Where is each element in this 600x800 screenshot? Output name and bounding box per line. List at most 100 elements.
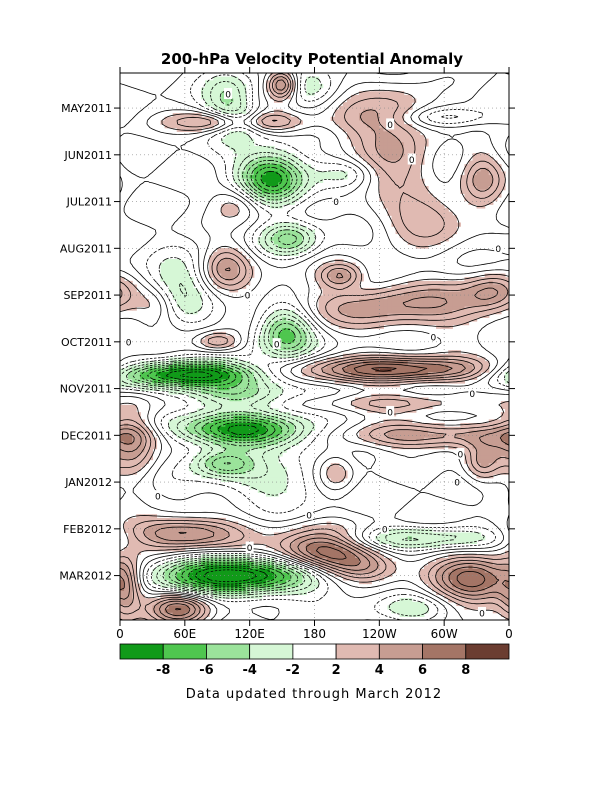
field-cell bbox=[261, 379, 267, 384]
field-cell bbox=[346, 310, 352, 315]
field-cell bbox=[322, 288, 328, 293]
field-cell bbox=[306, 419, 312, 424]
field-cell bbox=[196, 299, 202, 304]
field-cell bbox=[403, 357, 409, 362]
field-cell bbox=[269, 335, 275, 340]
field-cell bbox=[395, 299, 401, 304]
field-cell bbox=[217, 426, 222, 431]
field-cell bbox=[217, 98, 222, 103]
field-cell bbox=[500, 415, 506, 421]
field-cell bbox=[261, 419, 267, 424]
field-cell bbox=[403, 156, 409, 162]
field-cell bbox=[411, 211, 417, 216]
field-cell bbox=[334, 299, 340, 304]
field-cell bbox=[205, 124, 210, 129]
field-cell bbox=[375, 153, 380, 158]
field-cell bbox=[229, 528, 235, 534]
field-cell bbox=[310, 543, 316, 548]
field-cell bbox=[504, 302, 509, 307]
field-cell bbox=[492, 448, 498, 453]
field-cell bbox=[164, 375, 170, 380]
field-cell bbox=[249, 455, 255, 461]
field-cell bbox=[423, 320, 429, 326]
field-cell bbox=[427, 357, 433, 362]
field-cell bbox=[342, 558, 348, 563]
field-cell bbox=[209, 94, 214, 100]
field-cell bbox=[176, 124, 182, 129]
field-cell bbox=[298, 320, 303, 326]
field-cell bbox=[245, 448, 251, 453]
field-cell bbox=[484, 430, 490, 435]
field-cell bbox=[257, 412, 263, 417]
field-cell bbox=[322, 561, 328, 566]
field-cell bbox=[209, 532, 214, 537]
field-cell bbox=[363, 554, 368, 559]
field-cell bbox=[273, 543, 279, 548]
field-cell bbox=[201, 364, 206, 369]
field-cell bbox=[225, 444, 230, 450]
field-cell bbox=[290, 167, 295, 173]
field-cell bbox=[472, 554, 478, 559]
field-cell bbox=[387, 142, 393, 147]
field-cell bbox=[188, 113, 194, 118]
field-cell bbox=[282, 178, 287, 183]
field-cell bbox=[350, 561, 356, 566]
field-cell bbox=[282, 441, 287, 446]
field-cell bbox=[326, 368, 332, 373]
field-cell bbox=[338, 558, 344, 563]
field-cell bbox=[201, 361, 206, 366]
field-cell bbox=[314, 175, 320, 180]
field-cell bbox=[120, 291, 125, 297]
field-cell bbox=[411, 145, 417, 151]
field-cell bbox=[436, 320, 441, 326]
field-cell bbox=[201, 94, 206, 100]
field-cell bbox=[253, 430, 259, 435]
field-cell bbox=[452, 430, 457, 435]
field-cell bbox=[294, 171, 299, 176]
field-cell bbox=[427, 401, 433, 406]
field-cell bbox=[290, 244, 295, 249]
field-cell bbox=[338, 528, 344, 534]
field-cell bbox=[237, 167, 243, 173]
field-cell bbox=[172, 390, 178, 395]
field-cell bbox=[184, 120, 190, 125]
field-cell bbox=[237, 404, 243, 410]
field-cell bbox=[176, 426, 182, 431]
field-cell bbox=[403, 372, 409, 377]
field-cell bbox=[249, 186, 255, 191]
field-cell bbox=[359, 124, 364, 129]
field-cell bbox=[346, 299, 352, 304]
field-cell bbox=[249, 153, 255, 158]
field-cell bbox=[196, 430, 202, 435]
field-cell bbox=[346, 280, 352, 286]
field-cell bbox=[217, 94, 222, 100]
field-cell bbox=[488, 470, 494, 475]
field-cell bbox=[196, 434, 202, 439]
field-cell bbox=[395, 171, 401, 176]
field-cell bbox=[148, 368, 154, 373]
field-cell bbox=[330, 357, 336, 362]
field-cell bbox=[496, 419, 502, 424]
field-cell bbox=[492, 288, 498, 293]
field-cell bbox=[286, 76, 291, 81]
field-cell bbox=[140, 441, 145, 446]
field-cell bbox=[176, 528, 182, 534]
field-cell bbox=[245, 528, 251, 534]
field-cell bbox=[338, 109, 344, 114]
field-cell bbox=[440, 561, 445, 566]
field-cell bbox=[132, 543, 137, 548]
field-cell bbox=[375, 361, 380, 366]
field-cell bbox=[500, 554, 506, 559]
field-cell bbox=[379, 558, 384, 563]
field-cell bbox=[383, 361, 389, 366]
field-cell bbox=[346, 266, 352, 271]
field-cell bbox=[237, 477, 243, 483]
field-cell bbox=[448, 361, 453, 366]
field-cell bbox=[286, 156, 291, 162]
field-cell bbox=[294, 539, 299, 545]
field-cell bbox=[391, 200, 397, 205]
field-cell bbox=[480, 561, 486, 566]
field-cell bbox=[314, 543, 320, 548]
field-cell bbox=[391, 178, 397, 183]
field-cell bbox=[306, 558, 312, 563]
